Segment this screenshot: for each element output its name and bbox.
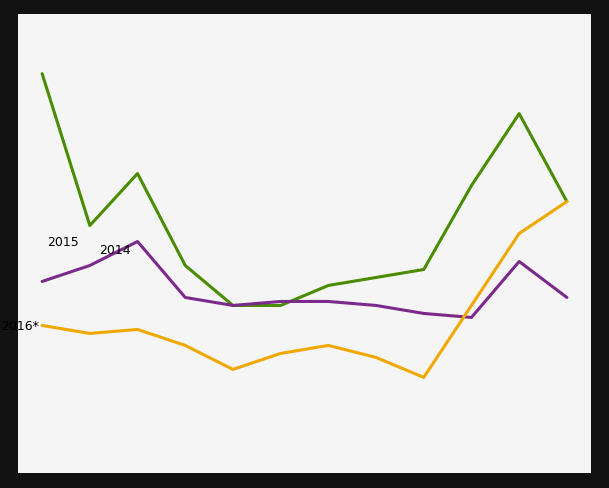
Text: 2014: 2014 xyxy=(99,244,131,257)
Text: 2016*: 2016* xyxy=(2,320,40,333)
Text: 2015: 2015 xyxy=(47,236,79,249)
